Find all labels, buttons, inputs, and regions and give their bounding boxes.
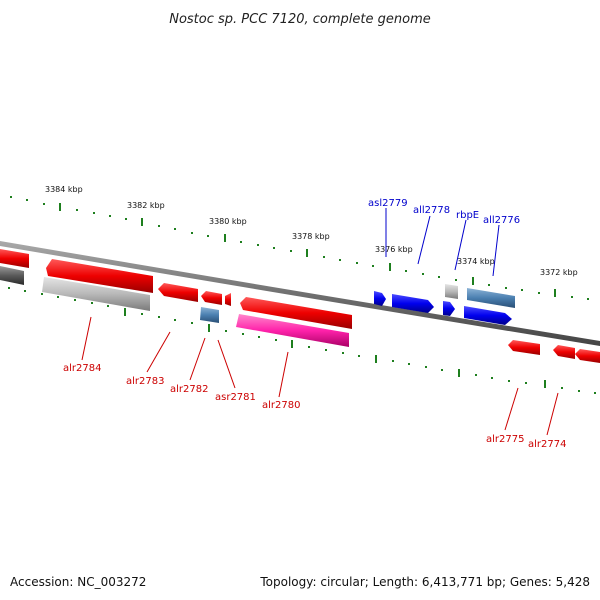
gene-alr2782-rna[interactable]: [200, 307, 219, 323]
blue-leader-lines: [385, 208, 500, 277]
tick-major: [224, 234, 226, 242]
gene-rbpE-pseudo[interactable]: [445, 284, 458, 299]
tick-major: [141, 218, 143, 226]
label-all2776[interactable]: all2776: [483, 215, 520, 226]
label-alr2774[interactable]: alr2774: [528, 439, 566, 450]
tick-major: [306, 249, 308, 257]
lower-tick-row: [8, 287, 596, 394]
tick-label-3378: 3378 kbp: [292, 232, 330, 241]
gene-alr2784-pseudo[interactable]: [42, 277, 150, 311]
gene-all2778[interactable]: [392, 294, 434, 313]
gene-alr2774[interactable]: [553, 345, 575, 359]
label-alr2784[interactable]: alr2784: [63, 363, 101, 374]
tick-label-3374: 3374 kbp: [457, 257, 495, 266]
genome-backbone: [0, 241, 600, 346]
gene-alr2775[interactable]: [508, 340, 540, 355]
gene-alr2783[interactable]: [158, 283, 198, 302]
tick-label-3380: 3380 kbp: [209, 217, 247, 226]
accession-text: Accession: NC_003272: [10, 575, 146, 589]
gene-arrow-left-edge-grey[interactable]: [0, 266, 24, 285]
upper-tick-row: [10, 196, 589, 300]
gene-rbpE[interactable]: [443, 301, 455, 316]
gene-alr2780[interactable]: [240, 297, 352, 329]
gene-alr2782[interactable]: [201, 291, 222, 305]
label-alr2783[interactable]: alr2783: [126, 376, 164, 387]
label-all2778[interactable]: all2778: [413, 205, 450, 216]
label-alr2775[interactable]: alr2775: [486, 434, 524, 445]
gene-right-edge[interactable]: [575, 349, 600, 363]
genome-summary-text: Topology: circular; Length: 6,413,771 bp…: [259, 575, 590, 589]
label-asl2779[interactable]: asl2779: [368, 198, 408, 209]
label-asr2781[interactable]: asr2781: [215, 392, 256, 403]
tick-major: [554, 289, 556, 297]
tick-major: [59, 203, 61, 211]
red-leader-lines: [81, 316, 559, 436]
gene-alr2780-highlight[interactable]: [236, 314, 349, 347]
gene-arrow-left-edge[interactable]: [0, 249, 29, 268]
tick-label-3384: 3384 kbp: [45, 185, 83, 194]
tick-label-3372: 3372 kbp: [540, 268, 578, 277]
tick-major: [472, 277, 474, 285]
gene-asr2781[interactable]: [225, 293, 231, 306]
tick-major: [291, 340, 293, 348]
tick-major: [389, 263, 391, 271]
label-alr2782[interactable]: alr2782: [170, 384, 208, 395]
gene-alr2784[interactable]: [46, 259, 153, 293]
tick-major: [544, 380, 546, 388]
tick-major: [124, 308, 126, 316]
gene-asl2779[interactable]: [374, 291, 386, 306]
label-alr2780[interactable]: alr2780: [262, 400, 300, 411]
tick-major: [458, 369, 460, 377]
tick-major: [375, 355, 377, 363]
label-rbpE[interactable]: rbpE: [456, 210, 479, 221]
tick-label-3376: 3376 kbp: [375, 245, 413, 254]
tick-label-3382: 3382 kbp: [127, 201, 165, 210]
gene-all2776-rna[interactable]: [467, 288, 515, 308]
gene-all2776[interactable]: [464, 306, 512, 325]
genome-title: Nostoc sp. PCC 7120, complete genome: [169, 12, 431, 27]
tick-major: [208, 324, 210, 332]
